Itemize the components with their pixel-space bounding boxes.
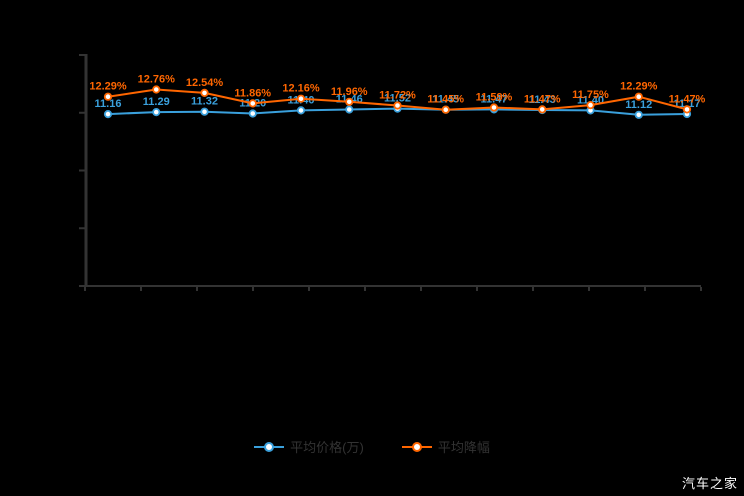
data-point-label: 11.45%	[427, 94, 464, 106]
data-point-marker[interactable]	[489, 103, 499, 112]
data-point-marker[interactable]	[586, 101, 595, 110]
data-point-marker[interactable]	[152, 85, 161, 94]
data-point-label: 11.72%	[379, 90, 416, 102]
data-point-label: 11.47%	[669, 93, 706, 105]
legend-label-average-price: 平均价格(万)	[290, 439, 364, 455]
data-point-marker[interactable]	[682, 105, 692, 114]
data-point-marker[interactable]	[634, 92, 643, 101]
data-point-label: 11.96%	[331, 86, 368, 98]
data-point-marker[interactable]	[345, 97, 354, 106]
data-point-marker[interactable]	[393, 101, 402, 110]
data-point-marker[interactable]	[345, 105, 354, 114]
line-circle-marker-icon	[254, 442, 285, 452]
data-point-label: 11.47%	[524, 93, 561, 105]
data-point-marker[interactable]	[103, 110, 113, 119]
data-point-marker[interactable]	[538, 105, 547, 114]
data-point-label: 11.16	[95, 98, 122, 110]
data-point-label: 11.75%	[572, 89, 609, 101]
data-point-label: 11.86%	[234, 87, 271, 99]
legend-item-average-price[interactable]: 平均价格(万)	[254, 440, 364, 454]
line-circle-marker-icon	[401, 442, 432, 452]
data-point-marker[interactable]	[296, 94, 306, 103]
data-point-marker[interactable]	[634, 110, 643, 119]
data-point-label: 11.59%	[476, 92, 513, 104]
data-point-label: 12.16%	[282, 83, 320, 95]
data-point-label: 11.45	[432, 94, 459, 106]
data-point-marker[interactable]	[200, 107, 209, 116]
data-point-label: 11.12	[625, 99, 652, 111]
data-point-marker[interactable]	[103, 92, 113, 101]
data-point-label: 12.76%	[138, 74, 176, 86]
data-point-label: 11.43	[529, 94, 556, 106]
data-point-marker[interactable]	[296, 106, 306, 115]
data-point-label: 12.54%	[186, 77, 224, 89]
data-point-label: 11.32	[191, 96, 218, 108]
data-point-label: 11.47	[481, 93, 508, 105]
legend-label-average-discount: 平均降幅	[437, 439, 490, 455]
autohome-watermark: 汽车之家	[681, 476, 738, 491]
data-point-label: 12.29%	[89, 81, 127, 93]
data-point-marker[interactable]	[200, 88, 209, 98]
data-point-marker[interactable]	[248, 109, 257, 118]
data-point-marker[interactable]	[152, 108, 161, 117]
data-point-label: 11.52	[384, 93, 411, 105]
data-point-marker[interactable]	[248, 99, 257, 108]
data-point-label: 11.29	[143, 96, 170, 108]
chart-legend: 平均价格(万) 平均降幅	[0, 440, 744, 454]
data-point-marker[interactable]	[441, 105, 450, 114]
legend-item-average-discount[interactable]: 平均降幅	[401, 439, 490, 455]
data-point-label: 12.29%	[620, 81, 658, 93]
